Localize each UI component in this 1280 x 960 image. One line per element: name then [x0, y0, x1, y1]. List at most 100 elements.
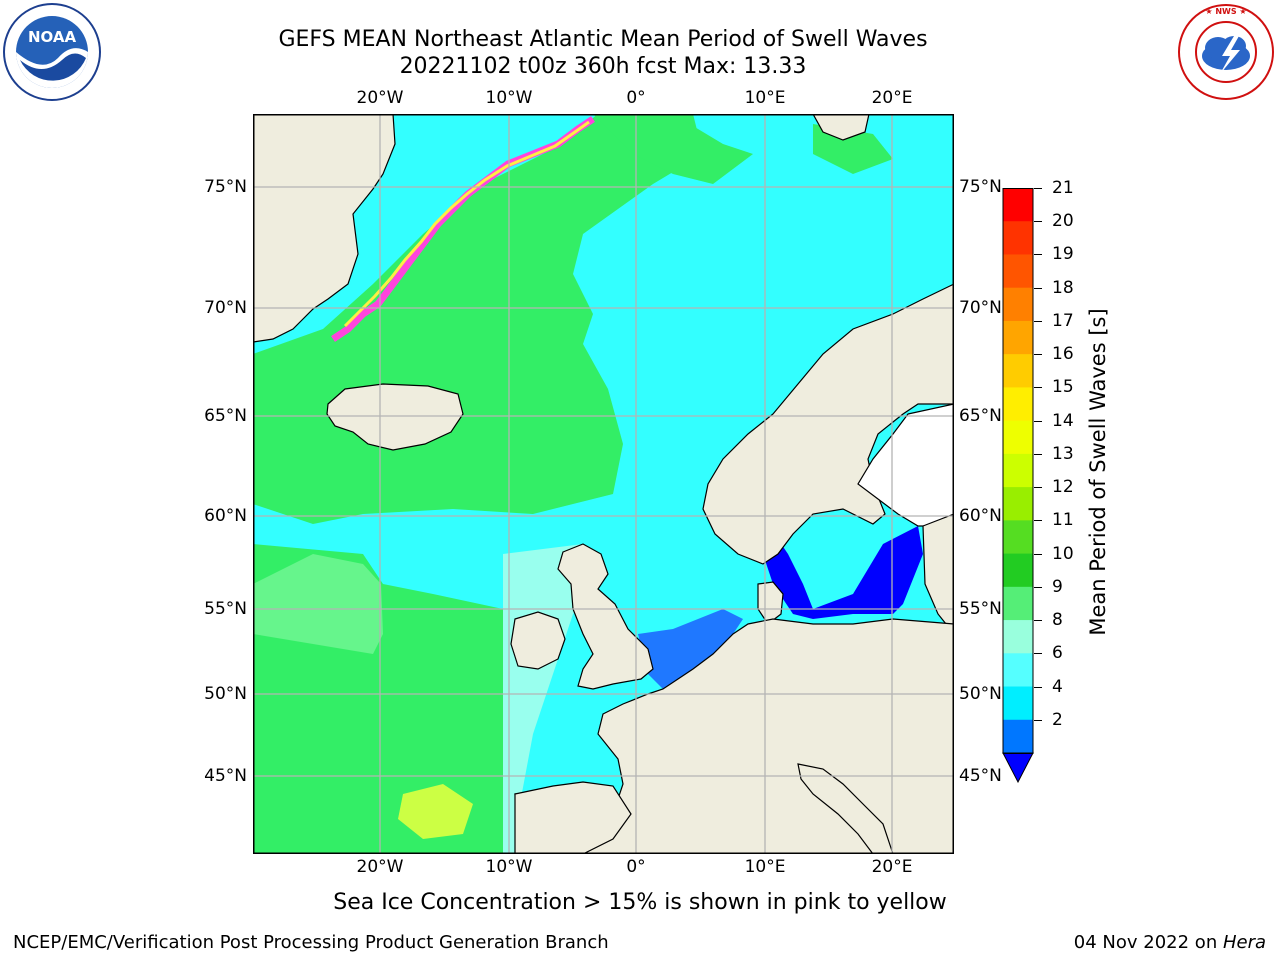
footer-host: Hera [1222, 932, 1266, 953]
swell-zone-yellowgreen [398, 784, 473, 839]
colorbar-tick [1034, 420, 1042, 422]
colorbar-label: 18 [1052, 277, 1074, 298]
lat-tick-right: 70°N [959, 298, 1002, 318]
colorbar-label: 16 [1052, 344, 1074, 365]
colorbar-label: 21 [1052, 178, 1074, 198]
colorbar-title: Mean Period of Swell Waves [s] [1086, 308, 1110, 636]
colorbar-tick [1034, 320, 1042, 322]
colorbar-segment [1003, 354, 1033, 388]
lon-tick-top: 20°E [871, 88, 913, 108]
nws-logo: ★ NWS ★ [1176, 2, 1276, 102]
chart-subtitle: 20221102 t00z 360h fcst Max: 13.33 [399, 54, 807, 79]
colorbar-segment [1003, 453, 1033, 488]
colorbar-label: 17 [1052, 310, 1074, 331]
colorbar-segment [1003, 387, 1033, 422]
colorbar-segment [1003, 686, 1033, 721]
colorbar-tick [1034, 620, 1042, 622]
lat-tick-left: 70°N [204, 298, 247, 318]
colorbar-frame [1002, 188, 1034, 754]
swell-zone-blue-baltic [758, 526, 923, 619]
lon-tick-bottom: 10°W [485, 857, 533, 877]
colorbar-tick [1034, 287, 1042, 289]
lon-tick-top: 10°W [485, 88, 533, 108]
colorbar-tick [1034, 387, 1042, 389]
footer-date: 04 Nov 2022 on Hera [1074, 932, 1266, 953]
colorbar-segment [1003, 420, 1033, 455]
lat-tick-left: 55°N [204, 599, 247, 619]
colorbar-label: 4 [1052, 676, 1063, 697]
colorbar-tick [1034, 221, 1042, 223]
lon-tick-top: 0° [626, 88, 646, 108]
colorbar-segment [1003, 320, 1033, 355]
lat-tick-left: 45°N [204, 766, 247, 786]
land-gulf-bothnia-water [857, 403, 954, 527]
land-svalbard [812, 114, 870, 141]
colorbar-tick [1034, 553, 1042, 555]
colorbar-label: 6 [1052, 643, 1063, 664]
land-italy [797, 763, 894, 854]
colorbar-label: 14 [1052, 410, 1074, 431]
lat-tick-right: 60°N [959, 506, 1002, 526]
colorbar-segment [1003, 254, 1033, 289]
land-greenland [253, 114, 396, 343]
lat-tick-left: 75°N [204, 177, 247, 197]
colorbar-segment [1003, 520, 1033, 555]
map-panel [253, 114, 954, 854]
colorbar-tick [1034, 719, 1042, 721]
colorbar-tick [1034, 188, 1042, 189]
lat-tick-right: 65°N [959, 406, 1002, 426]
lon-tick-bottom: 10°E [744, 857, 786, 877]
lat-tick-right: 50°N [959, 684, 1002, 704]
colorbar-segment [1003, 719, 1033, 754]
land-iberia-cut [514, 781, 632, 854]
lat-tick-right: 55°N [959, 599, 1002, 619]
colorbar-segment [1003, 221, 1033, 255]
colorbar-underflow-arrow [1002, 752, 1034, 784]
swell-zone-blue-north-sea [638, 609, 743, 689]
noaa-logo-text: NOAA [28, 28, 77, 46]
colorbar-label: 8 [1052, 610, 1063, 631]
colorbar-tick [1034, 520, 1042, 522]
colorbar-tick [1034, 586, 1042, 588]
colorbar-label: 10 [1052, 543, 1074, 564]
colorbar-segment [1003, 653, 1033, 688]
colorbar-label: 19 [1052, 244, 1074, 265]
land-iceland [326, 383, 464, 451]
lon-tick-bottom: 0° [626, 857, 646, 877]
lon-tick-bottom: 20°E [871, 857, 913, 877]
map-canvas [253, 114, 954, 854]
colorbar-tick [1034, 453, 1042, 455]
colorbar-tick [1034, 354, 1042, 356]
footer-date-text: 04 Nov 2022 on [1073, 932, 1223, 953]
colorbar-label: 15 [1052, 377, 1074, 398]
lon-tick-bottom: 20°W [356, 857, 404, 877]
swell-zone-green-svalbard [593, 114, 753, 184]
lat-tick-left: 50°N [204, 684, 247, 704]
colorbar-tick [1034, 686, 1042, 688]
land-ireland [510, 611, 566, 670]
colorbar-segment [1003, 586, 1033, 621]
lat-tick-right: 75°N [959, 177, 1002, 197]
colorbar-segment [1003, 287, 1033, 322]
sea-ice-caption: Sea Ice Concentration > 15% is shown in … [333, 890, 947, 915]
colorbar-label: 2 [1052, 709, 1063, 730]
colorbar-label: 12 [1052, 477, 1074, 498]
land-gb [557, 543, 654, 690]
colorbar-segment [1003, 188, 1033, 222]
colorbar-segment [1003, 620, 1033, 654]
land-scandinavia [702, 283, 954, 565]
colorbar-label: 9 [1052, 576, 1063, 597]
svg-text:★ NWS ★: ★ NWS ★ [1205, 7, 1246, 16]
chart-title: GEFS MEAN Northeast Atlantic Mean Period… [278, 27, 928, 52]
colorbar-label: 13 [1052, 443, 1074, 464]
colorbar-tick [1034, 487, 1042, 489]
graticule [253, 114, 954, 854]
colorbar-tick [1034, 254, 1042, 256]
colorbar-label: 20 [1052, 211, 1074, 232]
colorbar [1002, 188, 1034, 784]
colorbar-tick [1034, 653, 1042, 655]
noaa-logo: NOAA [2, 2, 102, 102]
lat-tick-left: 65°N [204, 406, 247, 426]
lon-tick-top: 10°E [744, 88, 786, 108]
colorbar-label: 11 [1052, 510, 1074, 531]
